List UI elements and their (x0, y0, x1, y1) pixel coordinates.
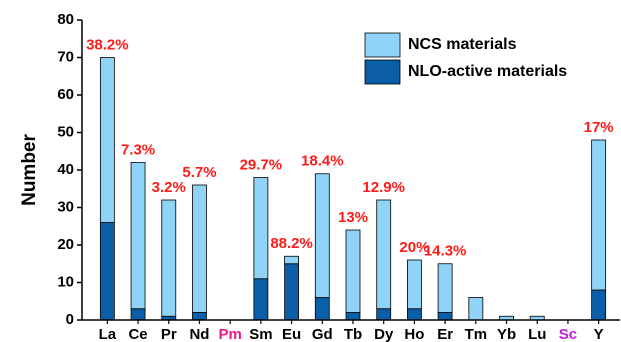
bar-segment (376, 308, 392, 321)
x-tick-label: Lu (528, 326, 546, 342)
x-tick-label: Y (594, 326, 604, 342)
bar-segment (253, 177, 269, 280)
bar-segment (284, 263, 299, 321)
bar-segment (468, 297, 484, 321)
y-tick-label: 40 (57, 161, 74, 178)
legend-label: NCS materials (408, 36, 517, 53)
percent-label: 17% (584, 119, 614, 136)
bar-segment (314, 173, 330, 298)
legend-label: NLO-active materials (408, 63, 567, 80)
x-tick-label: Yb (497, 326, 516, 342)
y-tick-label: 30 (57, 198, 74, 215)
x-tick-label: Sc (559, 326, 577, 342)
bar-segment (161, 199, 177, 317)
y-tick-label: 50 (57, 123, 74, 140)
bar-segment (192, 312, 207, 321)
bar-segment (407, 259, 422, 310)
x-tick-label: Ho (404, 326, 424, 342)
bar-segment (192, 184, 207, 313)
percent-label: 88.2% (270, 235, 313, 252)
x-tick-label: Gd (312, 326, 333, 342)
bar-segment (99, 222, 115, 321)
percent-label: 12.9% (362, 179, 405, 196)
legend-swatch (364, 59, 401, 85)
legend-swatch (364, 32, 401, 58)
x-tick-label: Dy (374, 326, 394, 342)
y-tick-label: 80 (57, 11, 74, 28)
x-tick-label: Ce (128, 326, 147, 342)
bar-segment (376, 199, 392, 310)
bar-segment (591, 289, 607, 321)
bar-segment (591, 139, 607, 291)
y-tick-label: 70 (57, 48, 74, 65)
x-tick-label: Pr (161, 326, 177, 342)
y-axis-label: Number (19, 134, 40, 206)
bar-segment (437, 263, 453, 313)
percent-label: 18.4% (301, 153, 344, 170)
bar-segment (437, 312, 453, 321)
percent-label: 38.2% (86, 36, 129, 53)
y-tick-label: 10 (57, 273, 74, 290)
bar-segment (99, 57, 115, 223)
x-tick-label: Eu (282, 326, 301, 342)
percent-label: 29.7% (240, 156, 283, 173)
x-tick-label: Tb (344, 326, 362, 342)
bar-segment (284, 255, 299, 265)
percent-label: 3.2% (152, 179, 186, 196)
bar-segment (345, 312, 361, 321)
bar-segment (130, 308, 146, 321)
bar-segment (314, 297, 330, 321)
x-tick-label: Nd (189, 326, 209, 342)
x-tick-label: Sm (249, 326, 272, 342)
percent-label: 7.3% (121, 141, 155, 158)
y-tick-label: 60 (57, 86, 74, 103)
bar-segment (253, 278, 269, 321)
y-tick-label: 20 (57, 236, 74, 253)
percent-label: 20% (399, 239, 429, 256)
percent-label: 14.3% (424, 243, 467, 260)
x-tick-label: La (99, 326, 117, 342)
percent-label: 5.7% (182, 164, 216, 181)
x-tick-label: Er (437, 326, 453, 342)
y-tick-label: 0 (66, 311, 74, 328)
bar-segment (345, 229, 361, 313)
x-tick-label: Pm (219, 326, 242, 342)
bar-segment (130, 162, 146, 310)
x-tick-label: Tm (465, 326, 488, 342)
percent-label: 13% (338, 209, 368, 226)
bar-segment (407, 308, 422, 321)
